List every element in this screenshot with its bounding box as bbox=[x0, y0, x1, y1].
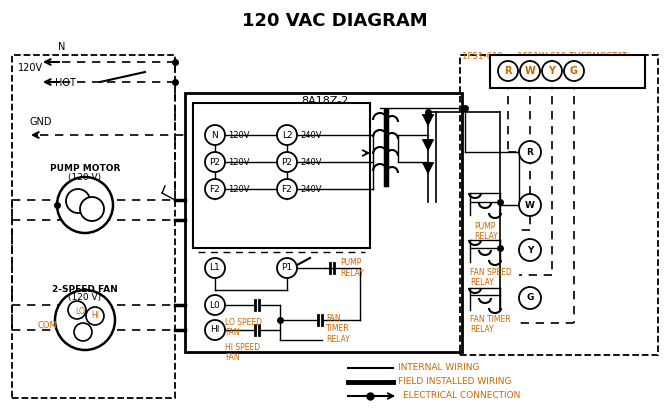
Circle shape bbox=[277, 179, 297, 199]
Text: PUMP MOTOR: PUMP MOTOR bbox=[50, 164, 120, 173]
Circle shape bbox=[205, 295, 225, 315]
Text: Y: Y bbox=[549, 66, 555, 76]
Text: HOT: HOT bbox=[55, 78, 76, 88]
Text: P2: P2 bbox=[210, 158, 220, 166]
Text: PUMP
RELAY: PUMP RELAY bbox=[340, 258, 364, 278]
Circle shape bbox=[205, 125, 225, 145]
Polygon shape bbox=[423, 115, 433, 125]
Circle shape bbox=[277, 125, 297, 145]
Text: FAN TIMER
RELAY: FAN TIMER RELAY bbox=[470, 315, 511, 334]
Circle shape bbox=[277, 258, 297, 278]
Text: R: R bbox=[505, 66, 512, 76]
Text: F2: F2 bbox=[210, 184, 220, 194]
Circle shape bbox=[66, 189, 90, 213]
Text: HI: HI bbox=[210, 326, 220, 334]
Text: Y: Y bbox=[527, 246, 533, 254]
Circle shape bbox=[519, 194, 541, 216]
Text: 2-SPEED FAN: 2-SPEED FAN bbox=[52, 285, 118, 294]
Text: (120 V): (120 V) bbox=[68, 293, 102, 302]
Text: (120 V): (120 V) bbox=[68, 173, 102, 182]
Text: 120V: 120V bbox=[228, 130, 249, 140]
Text: 8A18Z-2: 8A18Z-2 bbox=[302, 96, 348, 106]
Bar bbox=[185, 93, 462, 352]
Text: N: N bbox=[58, 42, 66, 52]
Text: FIELD INSTALLED WIRING: FIELD INSTALLED WIRING bbox=[398, 378, 511, 386]
Text: ELECTRICAL CONNECTION: ELECTRICAL CONNECTION bbox=[403, 391, 521, 401]
Text: 240V: 240V bbox=[300, 130, 322, 140]
Circle shape bbox=[519, 287, 541, 309]
Text: P1: P1 bbox=[281, 264, 293, 272]
Text: 120V: 120V bbox=[228, 184, 249, 194]
Text: P2: P2 bbox=[281, 158, 293, 166]
Text: 120V: 120V bbox=[228, 158, 249, 166]
Text: R: R bbox=[527, 147, 533, 157]
Circle shape bbox=[520, 61, 540, 81]
Text: HI SPEED
FAN: HI SPEED FAN bbox=[225, 343, 260, 362]
Text: 240V: 240V bbox=[300, 158, 322, 166]
Bar bbox=[193, 103, 370, 248]
Text: PUMP
RELAY: PUMP RELAY bbox=[474, 222, 498, 241]
Text: L0: L0 bbox=[210, 300, 220, 310]
Circle shape bbox=[519, 141, 541, 163]
Text: 240V: 240V bbox=[300, 184, 322, 194]
Text: LO: LO bbox=[75, 308, 85, 316]
Circle shape bbox=[205, 258, 225, 278]
Circle shape bbox=[86, 307, 104, 325]
Text: LO SPEED
FAN: LO SPEED FAN bbox=[225, 318, 262, 337]
Circle shape bbox=[277, 152, 297, 172]
Text: GND: GND bbox=[30, 117, 52, 127]
Bar bbox=[490, 55, 645, 88]
Text: 120V: 120V bbox=[18, 63, 43, 73]
Text: HI: HI bbox=[91, 311, 99, 321]
Circle shape bbox=[498, 61, 518, 81]
Circle shape bbox=[68, 301, 86, 319]
Circle shape bbox=[80, 197, 104, 221]
Text: INTERNAL WIRING: INTERNAL WIRING bbox=[398, 364, 480, 372]
Circle shape bbox=[205, 179, 225, 199]
Circle shape bbox=[564, 61, 584, 81]
Text: 1F51-619 or 1F51W-619 THERMOSTAT: 1F51-619 or 1F51W-619 THERMOSTAT bbox=[462, 52, 628, 61]
Bar bbox=[460, 55, 658, 355]
Text: G: G bbox=[527, 293, 534, 303]
Text: F2: F2 bbox=[281, 184, 292, 194]
Text: G: G bbox=[570, 66, 578, 76]
Polygon shape bbox=[423, 163, 433, 173]
Circle shape bbox=[205, 152, 225, 172]
Circle shape bbox=[57, 177, 113, 233]
Text: FAN SPEED
RELAY: FAN SPEED RELAY bbox=[470, 268, 512, 287]
Circle shape bbox=[519, 239, 541, 261]
Bar bbox=[12, 55, 175, 398]
Text: N: N bbox=[212, 130, 218, 140]
Text: COM: COM bbox=[38, 321, 57, 329]
Circle shape bbox=[542, 61, 562, 81]
Text: L2: L2 bbox=[281, 130, 292, 140]
Text: 120 VAC DIAGRAM: 120 VAC DIAGRAM bbox=[242, 12, 428, 30]
Text: L1: L1 bbox=[210, 264, 220, 272]
Circle shape bbox=[205, 320, 225, 340]
Polygon shape bbox=[423, 140, 433, 150]
Text: W: W bbox=[525, 201, 535, 210]
Circle shape bbox=[74, 323, 92, 341]
Text: FAN
TIMER
RELAY: FAN TIMER RELAY bbox=[326, 314, 350, 344]
Text: W: W bbox=[525, 66, 535, 76]
Circle shape bbox=[55, 290, 115, 350]
